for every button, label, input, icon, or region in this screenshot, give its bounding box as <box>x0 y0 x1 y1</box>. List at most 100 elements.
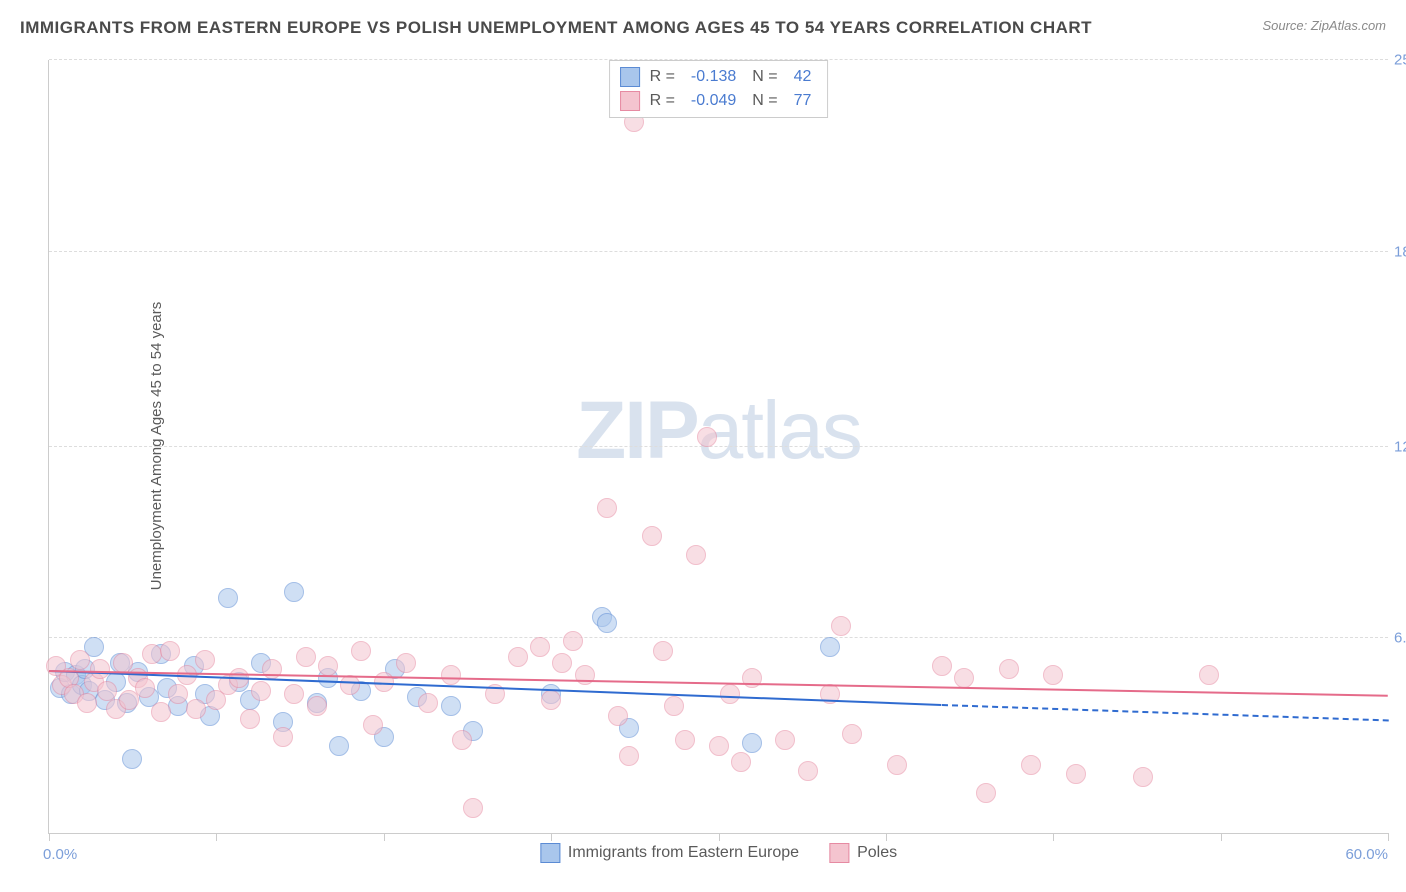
data-point <box>775 730 795 750</box>
chart-header: IMMIGRANTS FROM EASTERN EUROPE VS POLISH… <box>20 18 1386 38</box>
x-axis-max-label: 60.0% <box>1345 846 1388 863</box>
data-point <box>976 783 996 803</box>
data-point <box>798 761 818 781</box>
legend-swatch-blue <box>620 67 640 87</box>
data-point <box>642 526 662 546</box>
x-tick <box>1221 833 1222 841</box>
legend-swatch-pink <box>620 91 640 111</box>
data-point <box>731 752 751 772</box>
x-tick <box>1053 833 1054 841</box>
r-label: R = <box>650 92 675 110</box>
data-point <box>1066 764 1086 784</box>
data-point <box>508 647 528 667</box>
legend-item-1: Immigrants from Eastern Europe <box>540 843 799 863</box>
data-point <box>396 653 416 673</box>
y-tick-label: 12.5% <box>1394 438 1406 455</box>
data-point <box>329 736 349 756</box>
trend-line <box>942 704 1388 721</box>
correlation-row-2: R = -0.049 N = 77 <box>620 89 818 113</box>
data-point <box>597 498 617 518</box>
n-label: N = <box>752 92 777 110</box>
x-tick <box>384 833 385 841</box>
x-tick <box>49 833 50 841</box>
data-point <box>452 730 472 750</box>
data-point <box>675 730 695 750</box>
grid-line <box>49 446 1388 447</box>
data-point <box>351 641 371 661</box>
data-point <box>842 724 862 744</box>
data-point <box>999 659 1019 679</box>
x-tick <box>886 833 887 841</box>
data-point <box>541 690 561 710</box>
x-tick <box>1388 833 1389 841</box>
y-tick-label: 18.8% <box>1394 243 1406 260</box>
x-tick <box>216 833 217 841</box>
legend-swatch-blue <box>540 843 560 863</box>
watermark: ZIPatlas <box>576 384 861 478</box>
y-tick-label: 6.3% <box>1394 630 1406 647</box>
data-point <box>1133 767 1153 787</box>
data-point <box>742 668 762 688</box>
data-point <box>530 637 550 657</box>
data-point <box>186 699 206 719</box>
legend-label-1: Immigrants from Eastern Europe <box>568 844 799 862</box>
data-point <box>218 588 238 608</box>
data-point <box>1199 665 1219 685</box>
data-point <box>597 613 617 633</box>
data-point <box>1043 665 1063 685</box>
data-point <box>831 616 851 636</box>
x-tick <box>551 833 552 841</box>
data-point <box>720 684 740 704</box>
scatter-chart: ZIPatlas R = -0.138 N = 42 R = -0.049 N … <box>48 60 1388 834</box>
data-point <box>697 427 717 447</box>
watermark-atlas: atlas <box>698 385 861 476</box>
data-point <box>954 668 974 688</box>
data-point <box>307 696 327 716</box>
data-point <box>90 659 110 679</box>
data-point <box>742 733 762 753</box>
r-value-2: -0.049 <box>685 92 742 110</box>
data-point <box>318 656 338 676</box>
data-point <box>619 746 639 766</box>
data-point <box>418 693 438 713</box>
correlation-row-1: R = -0.138 N = 42 <box>620 65 818 89</box>
data-point <box>284 684 304 704</box>
y-tick-label: 25.0% <box>1394 52 1406 69</box>
data-point <box>463 798 483 818</box>
data-point <box>820 637 840 657</box>
data-point <box>135 678 155 698</box>
watermark-zip: ZIP <box>576 385 698 476</box>
n-value-1: 42 <box>788 68 818 86</box>
x-tick <box>719 833 720 841</box>
data-point <box>122 749 142 769</box>
data-point <box>664 696 684 716</box>
n-value-2: 77 <box>788 92 818 110</box>
data-point <box>441 665 461 685</box>
r-value-1: -0.138 <box>685 68 742 86</box>
data-point <box>296 647 316 667</box>
data-point <box>151 702 171 722</box>
source-attribution: Source: ZipAtlas.com <box>1262 18 1386 33</box>
data-point <box>160 641 180 661</box>
grid-line <box>49 251 1388 252</box>
legend-item-2: Poles <box>829 843 897 863</box>
data-point <box>251 681 271 701</box>
data-point <box>168 684 188 704</box>
grid-line <box>49 637 1388 638</box>
data-point <box>887 755 907 775</box>
data-point <box>77 693 97 713</box>
correlation-legend: R = -0.138 N = 42 R = -0.049 N = 77 <box>609 60 829 118</box>
data-point <box>1021 755 1041 775</box>
data-point <box>932 656 952 676</box>
legend-swatch-pink <box>829 843 849 863</box>
data-point <box>552 653 572 673</box>
chart-title: IMMIGRANTS FROM EASTERN EUROPE VS POLISH… <box>20 18 1092 38</box>
data-point <box>441 696 461 716</box>
data-point <box>563 631 583 651</box>
series-legend: Immigrants from Eastern Europe Poles <box>540 843 897 863</box>
x-axis-min-label: 0.0% <box>43 846 77 863</box>
data-point <box>284 582 304 602</box>
data-point <box>363 715 383 735</box>
n-label: N = <box>752 68 777 86</box>
r-label: R = <box>650 68 675 86</box>
